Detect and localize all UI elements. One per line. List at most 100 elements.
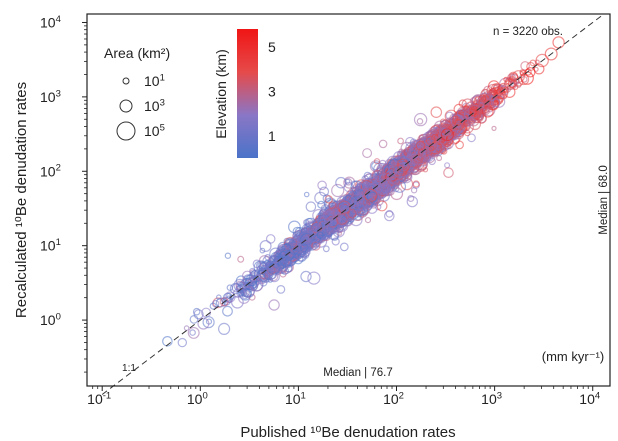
data-point [378, 178, 386, 187]
data-point [393, 164, 406, 177]
x-tick-label: 101 [285, 390, 306, 407]
data-point [544, 47, 558, 61]
x-axis-label: Published ¹⁰Be denudation rates [240, 424, 455, 441]
data-point [279, 270, 287, 278]
elevation-color-legend: Elevation (km) 1 3 5 [213, 29, 276, 158]
data-point [409, 145, 423, 159]
data-point [259, 247, 266, 254]
data-point [467, 133, 476, 143]
data-point [411, 151, 417, 157]
data-point [339, 204, 346, 211]
data-point [366, 191, 378, 203]
data-point [274, 253, 281, 259]
data-point [493, 84, 500, 91]
data-point [412, 180, 420, 188]
data-point [278, 262, 285, 269]
data-point [293, 235, 300, 242]
data-point [316, 231, 324, 239]
data-point [390, 175, 400, 185]
data-point [440, 128, 454, 142]
x-tick-label: 100 [187, 390, 208, 407]
colorbar-tick-label: 5 [268, 39, 276, 55]
data-point [402, 158, 411, 167]
data-point [177, 337, 187, 348]
median-x-label: Median | 76.7 [323, 367, 392, 379]
x-tick-label: 102 [383, 390, 404, 407]
data-point [427, 144, 441, 158]
data-point [183, 325, 190, 331]
data-point [390, 160, 397, 167]
data-point [321, 225, 328, 232]
colorbar-tick-label: 1 [268, 128, 276, 144]
data-point [300, 246, 311, 257]
data-point [265, 234, 276, 244]
data-point [469, 97, 478, 105]
data-point [444, 162, 451, 169]
colorbar-tick-label: 3 [268, 83, 276, 99]
data-point [371, 173, 382, 185]
data-point [520, 61, 530, 71]
median-y-label: Median | 68.0 [598, 165, 610, 234]
y-tick-label: 101 [40, 237, 61, 254]
data-point [383, 210, 395, 222]
data-point [305, 201, 317, 212]
data-point [192, 307, 201, 316]
data-point [455, 140, 465, 150]
data-point [364, 217, 372, 224]
data-point [224, 291, 236, 303]
data-point [226, 284, 234, 292]
data-point [331, 183, 345, 198]
data-point [218, 322, 231, 335]
y-tick-label: 102 [40, 163, 61, 180]
y-tick-label: 100 [40, 311, 61, 328]
data-point [443, 167, 454, 178]
plot-frame [86, 13, 611, 387]
size-legend-label: 103 [144, 97, 165, 114]
data-point [309, 235, 317, 243]
data-point [470, 103, 483, 116]
data-point [288, 220, 301, 234]
x-tick-label: 103 [481, 390, 502, 407]
obs-count-label: n = 3220 obs. [493, 26, 563, 38]
data-point [533, 63, 545, 75]
data-point [350, 180, 359, 189]
units-label: (mm kyr⁻¹) [542, 349, 604, 364]
data-point [331, 237, 340, 246]
data-point [215, 297, 226, 308]
data-point [454, 126, 465, 138]
data-point [216, 294, 222, 301]
data-point [385, 209, 394, 218]
data-point [407, 195, 415, 203]
colorbar-title: Elevation (km) [213, 49, 229, 138]
x-axis: 10-1 100 101 102 103 104 [87, 386, 601, 407]
x-tick-label: 10-1 [87, 390, 111, 407]
data-point [324, 195, 333, 204]
data-point [300, 235, 312, 247]
data-point [222, 305, 233, 317]
data-point [245, 274, 258, 287]
data-point [464, 109, 475, 120]
data-point [317, 180, 327, 191]
data-point [373, 179, 387, 193]
data-point [276, 285, 286, 294]
data-point [373, 158, 381, 165]
data-point [237, 255, 245, 263]
data-point [378, 139, 388, 149]
y-tick-label: 103 [40, 88, 61, 105]
size-legend-label: 105 [144, 122, 165, 139]
data-point [267, 261, 279, 273]
data-point [314, 191, 327, 205]
data-point [237, 290, 245, 297]
data-point [483, 85, 493, 96]
data-point [429, 141, 443, 155]
data-point [162, 335, 173, 347]
data-point [269, 247, 283, 261]
data-point [337, 200, 351, 214]
data-point [307, 271, 321, 285]
y-axis: 100 101 102 103 104 [40, 14, 87, 373]
data-point [342, 209, 354, 221]
one-to-one-label: 1:1 [122, 363, 136, 374]
data-point [466, 117, 476, 126]
data-point [415, 140, 426, 151]
area-size-legend: Area (km²) 101 103 105 [104, 45, 170, 141]
